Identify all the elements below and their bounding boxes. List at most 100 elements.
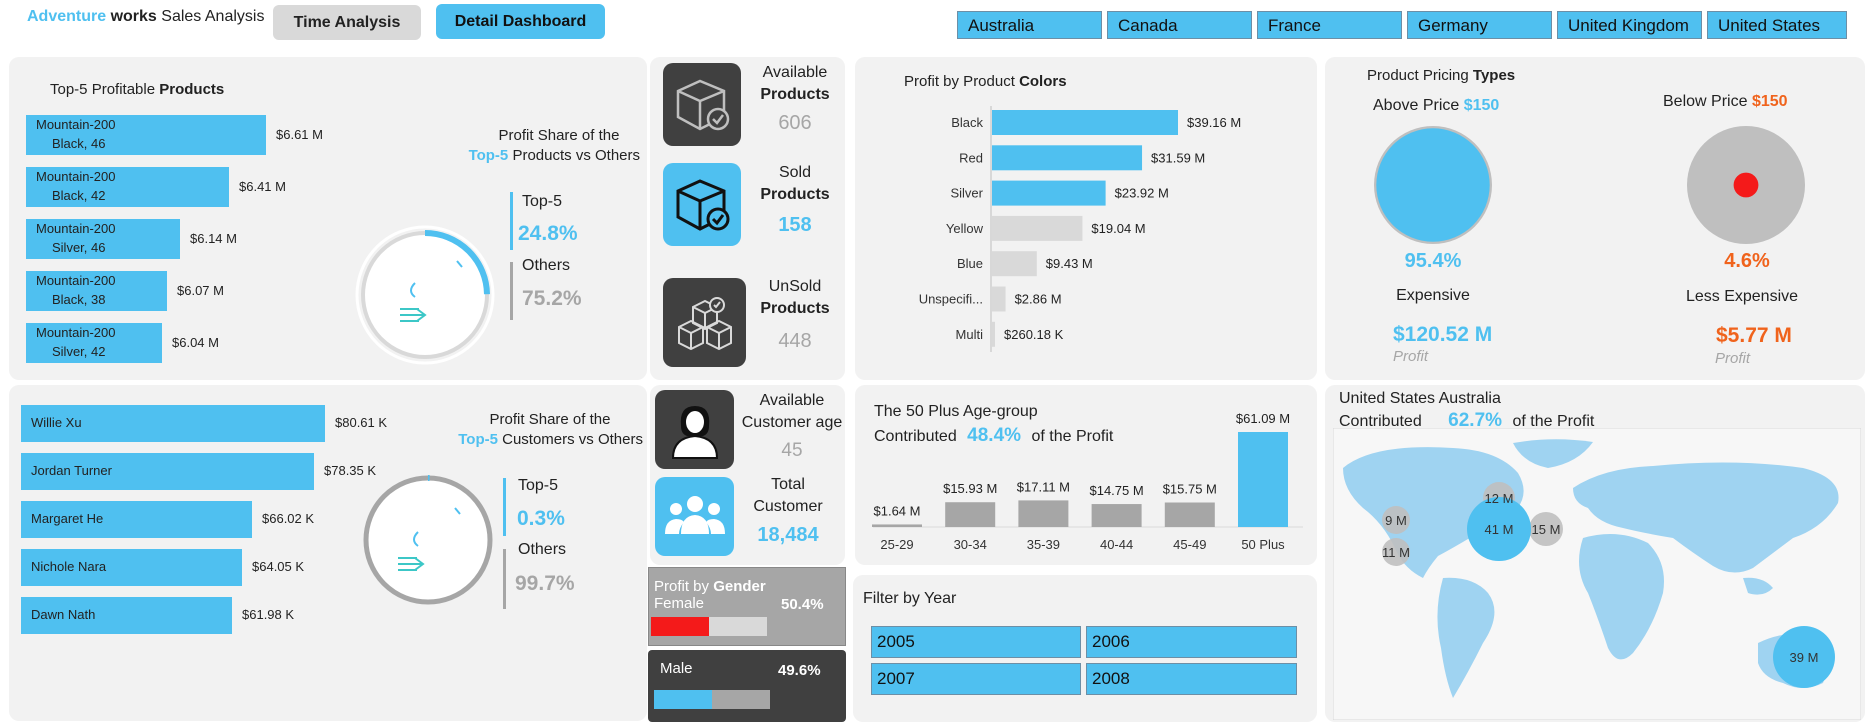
country-button-australia[interactable]: Australia [957,11,1102,39]
age-bar [872,524,922,527]
less-expensive-profit-word: Profit [1715,350,1751,367]
app-title: Adventure works Sales Analysis [27,8,264,26]
tab-time-analysis[interactable]: Time Analysis [273,5,421,40]
top5-indicator [510,192,513,250]
colors-category-label: Black [951,115,983,130]
expensive-label: Expensive [1396,287,1470,304]
available-products-label1: Available [762,64,828,81]
gender-title-plain: Profit by [654,578,710,595]
colors-value-label: $23.92 M [1115,186,1169,201]
product-bar [26,323,162,363]
above-price-pct: 95.4% [1404,250,1462,272]
top-products-title-plain: Top-5 Profitable [50,81,156,98]
colors-bar-chart: Black $39.16 M Red $31.59 M Silver $23.92 M Ye… [919,106,1241,352]
top5-indicator [503,478,506,536]
age-bar [1238,432,1288,527]
colors-value-label: $2.86 M [1015,292,1062,307]
map-title-pct: 62.7% [1448,410,1503,431]
age-bar [1091,504,1142,527]
map-title-contributed: Contributed [1339,413,1422,430]
product-profit-value: $6.07 M [177,283,224,298]
map-title-line1: United States Australia [1339,390,1501,407]
year-button-2007[interactable]: 2007 [871,663,1081,695]
male-label: Male [660,660,693,677]
country-button-united-kingdom[interactable]: United Kingdom [1557,11,1702,39]
age-value-label: $17.11 M [1017,479,1070,494]
country-button-france[interactable]: France [1257,11,1402,39]
product-profit-value: $6.61 M [276,127,323,142]
customer-profit-value: $61.98 K [242,607,295,622]
age-category-label: 45-49 [1173,537,1206,552]
customer-share-top5-word: Top-5 [458,431,498,448]
bubble-15m [1529,512,1563,546]
colors-category-label: Blue [957,256,983,271]
female-bar-track [651,617,767,636]
country-button-germany[interactable]: Germany [1407,11,1552,39]
customer-age-value: 45 [781,440,803,461]
product-name-line1: Mountain-200 [36,117,116,132]
colors-bar [992,180,1106,206]
customer-profit-value: $78.35 K [324,463,377,478]
colors-chart-title: Profit by Product Colors [904,73,1067,90]
unsold-products-label2: Products [760,300,830,317]
person-icon [655,390,734,469]
bubble-11m-label: 11 M [1382,545,1410,560]
product-bar [26,219,180,259]
customer-share-donut [363,475,493,605]
age-chart-title-suffix: of the Profit [1031,428,1114,445]
country-button-canada[interactable]: Canada [1107,11,1252,39]
age-value-label: $61.09 M [1236,411,1290,426]
product-share-title: Profit Share of the Top-5 Products vs Ot… [468,126,650,166]
arrow-icon [400,308,427,322]
customer-age-label2: Customer age [741,414,843,431]
available-products-kpi: Available Products 606 [752,62,838,134]
customer-profit-value: $80.61 K [335,415,388,430]
product-name-line1: Mountain-200 [36,273,116,288]
colors-bar [992,215,1083,241]
gender-title-bold: Gender [713,578,766,595]
available-products-label2: Products [760,86,830,103]
customer-others-label: Others [518,541,567,558]
customer-share-title: Profit Share of the Top-5 Customers vs O… [455,410,645,450]
total-customer-value: 18,484 [757,524,819,546]
product-share-top5-word: Top-5 [468,147,509,164]
product-name-line2: Black, 38 [52,292,106,307]
year-button-2005[interactable]: 2005 [871,626,1081,658]
male-pct: 49.6% [778,662,821,679]
bubble-9m-label: 9 M [1385,513,1407,528]
brand-works: works [110,8,157,25]
age-category-label: 50 Plus [1241,537,1285,552]
customer-name: Dawn Nath [31,607,96,622]
sold-products-value: 158 [778,214,812,236]
product-share-title-line1: Profit Share of the [498,127,620,144]
customer-bar [21,453,314,490]
pricing-title: Product Pricing Types [1367,67,1515,84]
above-price-label: Above Price $150 [1373,97,1499,115]
customer-profit-value: $64.05 K [252,559,305,574]
below-price-text: Below Price [1663,93,1748,110]
year-button-2008[interactable]: 2008 [1086,663,1297,695]
product-share-donut [355,225,495,365]
product-bar [26,167,229,207]
gender-title: Profit by Gender [654,578,766,595]
bubble-9m [1382,506,1410,534]
age-chart-title-line1: The 50 Plus Age-group [874,403,1038,420]
top-products-title: Top-5 Profitable Products [50,81,224,98]
tab-detail-dashboard[interactable]: Detail Dashboard [436,4,605,39]
below-price-label: Below Price $150 [1663,93,1788,111]
bubble-41m-label: 41 M [1485,522,1514,537]
above-price-pie [1374,126,1492,244]
colors-category-label: Red [959,150,983,165]
colors-chart-title-plain: Profit by Product [904,73,1015,90]
year-button-2006[interactable]: 2006 [1086,626,1297,658]
arrow-icon [398,557,425,571]
expensive-profit-word: Profit [1393,348,1429,365]
customer-bar [21,597,232,634]
sold-products-kpi: Sold Products 158 [752,162,838,236]
gender-male-panel [648,650,846,722]
bubble-15m-label: 15 M [1532,522,1561,537]
unsold-products-label1: UnSold [768,278,822,295]
country-button-united-states[interactable]: United States [1707,11,1847,39]
customer-profit-value: $66.02 K [262,511,315,526]
colors-bar [992,251,1037,277]
